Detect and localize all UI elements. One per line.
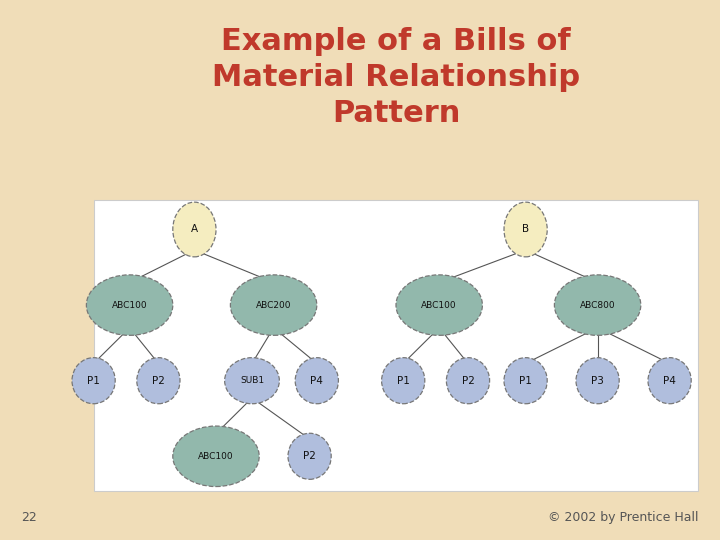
Ellipse shape	[173, 202, 216, 257]
Text: P4: P4	[310, 376, 323, 386]
Text: P2: P2	[152, 376, 165, 386]
Text: P1: P1	[397, 376, 410, 386]
Text: P2: P2	[462, 376, 474, 386]
Ellipse shape	[230, 275, 317, 335]
Ellipse shape	[382, 357, 425, 404]
FancyBboxPatch shape	[94, 200, 698, 491]
Text: B: B	[522, 225, 529, 234]
Text: ABC100: ABC100	[421, 301, 457, 309]
Ellipse shape	[173, 426, 259, 487]
Ellipse shape	[504, 357, 547, 404]
Ellipse shape	[446, 357, 490, 404]
Text: P1: P1	[87, 376, 100, 386]
Text: © 2002 by Prentice Hall: © 2002 by Prentice Hall	[548, 511, 698, 524]
Text: P4: P4	[663, 376, 676, 386]
Ellipse shape	[504, 202, 547, 257]
Text: P1: P1	[519, 376, 532, 386]
Text: P3: P3	[591, 376, 604, 386]
Ellipse shape	[648, 357, 691, 404]
Text: A: A	[191, 225, 198, 234]
Ellipse shape	[396, 275, 482, 335]
Text: ABC100: ABC100	[198, 452, 234, 461]
Ellipse shape	[225, 357, 279, 404]
Ellipse shape	[72, 357, 115, 404]
Text: P2: P2	[303, 451, 316, 461]
Ellipse shape	[137, 357, 180, 404]
Text: 22: 22	[22, 511, 37, 524]
Text: ABC100: ABC100	[112, 301, 148, 309]
Ellipse shape	[295, 357, 338, 404]
Text: ABC200: ABC200	[256, 301, 292, 309]
Ellipse shape	[288, 433, 331, 480]
Ellipse shape	[86, 275, 173, 335]
Ellipse shape	[576, 357, 619, 404]
Text: Example of a Bills of
Material Relationship
Pattern: Example of a Bills of Material Relations…	[212, 27, 580, 128]
Text: SUB1: SUB1	[240, 376, 264, 385]
Text: ABC800: ABC800	[580, 301, 616, 309]
Ellipse shape	[554, 275, 641, 335]
